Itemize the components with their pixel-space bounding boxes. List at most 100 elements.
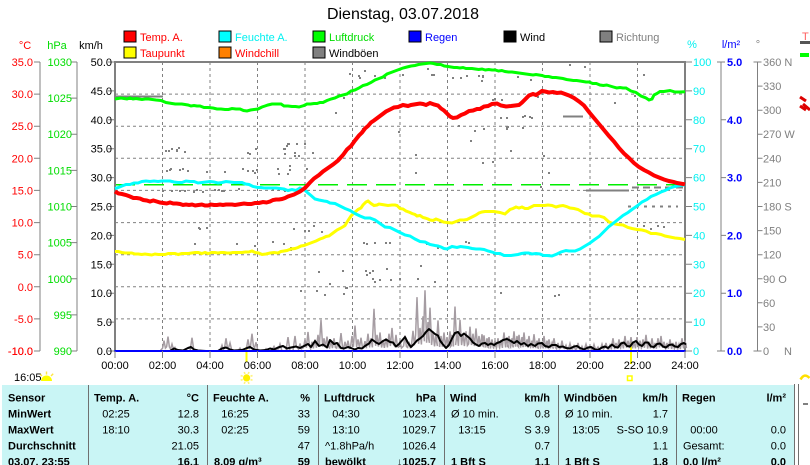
svg-text:20.0: 20.0: [91, 230, 112, 242]
svg-text:5.0: 5.0: [727, 57, 742, 69]
svg-text:330: 330: [763, 81, 781, 93]
svg-text:100: 100: [693, 57, 711, 69]
svg-text:Richtung: Richtung: [616, 32, 659, 44]
svg-text:km/h: km/h: [642, 393, 668, 405]
svg-text:3.0: 3.0: [727, 173, 742, 185]
svg-text:00:00: 00:00: [690, 425, 718, 437]
svg-text:80: 80: [693, 115, 705, 127]
svg-text:1010: 1010: [48, 202, 72, 214]
svg-text:0.0: 0.0: [97, 346, 112, 358]
svg-text:Luftdruck: Luftdruck: [324, 393, 376, 405]
svg-text:15.0: 15.0: [91, 259, 112, 271]
svg-text:4.0: 4.0: [727, 115, 742, 127]
svg-text:16.1: 16.1: [178, 457, 199, 465]
svg-text:33: 33: [298, 409, 310, 421]
svg-text:1023.4: 1023.4: [402, 409, 436, 421]
svg-text:12:00: 12:00: [386, 360, 414, 372]
svg-text:km/h: km/h: [79, 40, 103, 52]
svg-text:%: %: [300, 393, 310, 405]
svg-text:30.3: 30.3: [178, 425, 199, 437]
svg-text:40.0: 40.0: [91, 115, 112, 127]
svg-text:16:05: 16:05: [14, 372, 42, 384]
svg-text:5.0: 5.0: [97, 317, 112, 329]
svg-text:10: 10: [693, 317, 705, 329]
svg-text:Sensor: Sensor: [8, 393, 46, 405]
svg-text:90 O: 90 O: [763, 274, 787, 286]
svg-text:30: 30: [763, 322, 775, 334]
svg-text:1030: 1030: [48, 57, 72, 69]
svg-text:180 S: 180 S: [763, 202, 792, 214]
svg-text:0.0: 0.0: [771, 441, 786, 453]
svg-text:0: 0: [693, 346, 699, 358]
svg-text:Windböen: Windböen: [329, 48, 379, 60]
svg-text:35.0: 35.0: [12, 57, 33, 69]
svg-text:990: 990: [54, 346, 72, 358]
svg-text:Temp. A.: Temp. A.: [140, 32, 183, 44]
svg-text:18:00: 18:00: [529, 360, 557, 372]
svg-text:22:00: 22:00: [624, 360, 652, 372]
svg-text:1020: 1020: [48, 129, 72, 141]
svg-text:90: 90: [693, 86, 705, 98]
svg-text:50.0: 50.0: [91, 57, 112, 69]
svg-text:°C: °C: [187, 393, 199, 405]
svg-text:Gesamt:: Gesamt:: [683, 441, 725, 453]
svg-text:°C: °C: [19, 40, 31, 52]
svg-text:1 Bft S: 1 Bft S: [451, 457, 486, 465]
svg-text:1000: 1000: [48, 274, 72, 286]
svg-text:25.0: 25.0: [12, 121, 33, 133]
svg-text:30.0: 30.0: [91, 173, 112, 185]
svg-text:06:00: 06:00: [244, 360, 272, 372]
svg-text:70: 70: [693, 144, 705, 156]
svg-text:Durchschnitt: Durchschnitt: [8, 441, 76, 453]
svg-text:02:25: 02:25: [102, 409, 130, 421]
svg-text:10:00: 10:00: [339, 360, 367, 372]
svg-text:Ø 10 min.: Ø 10 min.: [565, 409, 613, 421]
svg-text:N: N: [784, 346, 792, 358]
svg-text:360 N: 360 N: [763, 57, 792, 69]
svg-text:Taupunkt: Taupunkt: [140, 48, 185, 60]
svg-text:1.1: 1.1: [653, 441, 668, 453]
svg-text:04:30: 04:30: [332, 409, 360, 421]
svg-text:30.0: 30.0: [12, 89, 33, 101]
svg-text:00:00: 00:00: [101, 360, 129, 372]
svg-text:50: 50: [693, 202, 705, 214]
svg-text:20: 20: [693, 288, 705, 300]
svg-text:20:00: 20:00: [576, 360, 604, 372]
svg-text:0.8: 0.8: [535, 409, 550, 421]
svg-text:1.8: 1.8: [653, 457, 668, 465]
svg-text:Luftdruck: Luftdruck: [329, 32, 375, 44]
svg-text:0.0: 0.0: [771, 425, 786, 437]
svg-text:16:00: 16:00: [481, 360, 509, 372]
svg-text:T: T: [802, 31, 809, 43]
svg-text:300: 300: [763, 105, 781, 117]
svg-text:l/m²: l/m²: [766, 393, 786, 405]
svg-text:Windböen: Windböen: [564, 393, 617, 405]
svg-text:40: 40: [693, 230, 705, 242]
svg-text:0.0: 0.0: [771, 457, 786, 465]
svg-text:0: 0: [763, 346, 769, 358]
svg-text:MinWert: MinWert: [8, 409, 52, 421]
svg-text:0.0 l/m²: 0.0 l/m²: [683, 457, 721, 465]
svg-text:21.05: 21.05: [171, 441, 199, 453]
svg-text:20.0: 20.0: [12, 153, 33, 165]
svg-text:210: 210: [763, 177, 781, 189]
svg-text:5.0: 5.0: [18, 250, 33, 262]
svg-text:14:00: 14:00: [434, 360, 462, 372]
svg-text:Feuchte A.: Feuchte A.: [235, 32, 288, 44]
svg-text:59: 59: [298, 457, 310, 465]
svg-text:1.0: 1.0: [727, 288, 742, 300]
svg-text:18:10: 18:10: [102, 425, 130, 437]
svg-text:45.0: 45.0: [91, 86, 112, 98]
svg-text:1 Bft S: 1 Bft S: [565, 457, 600, 465]
svg-text:8.09 g/m³: 8.09 g/m³: [214, 457, 262, 465]
svg-text:MaxWert: MaxWert: [8, 425, 54, 437]
svg-text:04:00: 04:00: [196, 360, 224, 372]
svg-text:60: 60: [693, 173, 705, 185]
svg-text:995: 995: [54, 310, 72, 322]
svg-text:150: 150: [763, 226, 781, 238]
svg-text:30: 30: [693, 259, 705, 271]
svg-text:km/h: km/h: [524, 393, 550, 405]
svg-text:1025: 1025: [48, 93, 72, 105]
svg-text:Windchill: Windchill: [235, 48, 279, 60]
svg-text:60: 60: [763, 298, 775, 310]
